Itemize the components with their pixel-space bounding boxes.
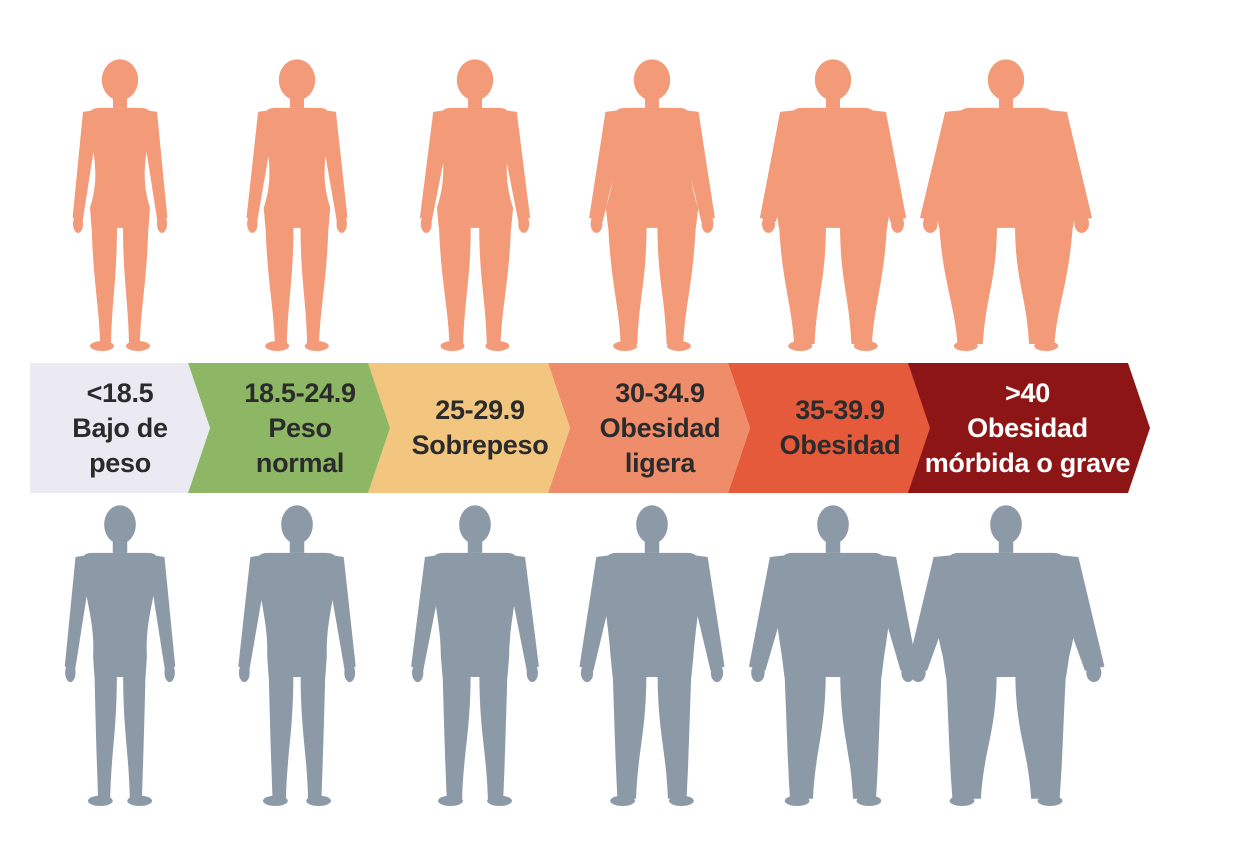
category-arrow	[188, 363, 390, 493]
category-name: Sobrepeso	[411, 430, 549, 460]
category-name: Obesidad	[967, 412, 1088, 443]
bmi-category-band: <18.5 Bajo de peso 18.5-24.9 Peso normal…	[30, 363, 1150, 493]
category-arrow	[888, 363, 1150, 493]
female-silhouette-icon	[759, 59, 907, 351]
female-silhouette-icon	[419, 59, 531, 351]
female-silhouette-icon	[919, 59, 1093, 351]
category-label-morbid-obesity: >40 Obesidad mórbida o grave	[924, 363, 1131, 493]
category-name: Obesidad	[599, 412, 721, 443]
bmi-range: >40	[1005, 377, 1050, 408]
bmi-range: <18.5	[86, 377, 154, 408]
category-name: ligera	[624, 447, 696, 478]
bmi-range: 25-29.9	[435, 395, 525, 425]
bmi-range: 35-39.9	[795, 395, 885, 425]
category-name: peso	[89, 447, 151, 478]
male-silhouette-icon	[238, 505, 356, 806]
category-arrow	[548, 363, 750, 493]
category-arrow	[368, 363, 570, 493]
category-name: Peso	[268, 412, 332, 443]
category-name: Obesidad	[779, 430, 901, 460]
male-silhouette-icon	[748, 505, 918, 806]
male-silhouette-icon	[64, 505, 176, 806]
category-label-obesity-light: 30-34.9 Obesidad ligera	[570, 363, 750, 493]
category-label-obesity: 35-39.9 Obesidad	[750, 363, 930, 493]
category-label-overweight: 25-29.9 Sobrepeso	[390, 363, 570, 493]
male-silhouette-icon	[579, 505, 725, 806]
female-figures-row	[72, 59, 1093, 351]
category-arrow	[728, 363, 930, 493]
female-silhouette-icon	[246, 59, 348, 351]
band-arrows	[30, 363, 1150, 493]
category-arrow	[30, 363, 210, 493]
male-silhouette-icon	[411, 505, 539, 806]
female-silhouette-icon	[72, 59, 168, 351]
bmi-range: 18.5-24.9	[244, 377, 356, 408]
category-name: normal	[255, 447, 345, 478]
category-name: Bajo de	[72, 412, 168, 443]
category-label-normal: 18.5-24.9 Peso normal	[210, 363, 390, 493]
category-label-underweight: <18.5 Bajo de peso	[30, 363, 210, 493]
male-silhouette-icon	[907, 505, 1105, 806]
category-name: mórbida o grave	[924, 447, 1131, 478]
male-figures-row	[64, 505, 1105, 806]
bmi-range: 30-34.9	[615, 377, 705, 408]
female-silhouette-icon	[589, 59, 715, 351]
